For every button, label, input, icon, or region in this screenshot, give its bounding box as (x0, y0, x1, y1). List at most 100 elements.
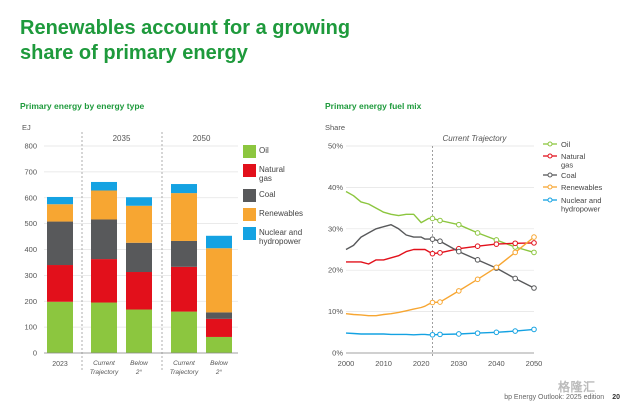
line-series-history (345, 332, 433, 336)
line-legend-label: Nuclear and (561, 196, 601, 205)
bar-legend-label: Oil (259, 146, 269, 155)
bar-legend-label: Coal (259, 190, 276, 199)
bar-legend-label: Renewables (259, 209, 303, 218)
line-marker (474, 230, 481, 236)
line-marker (493, 264, 500, 271)
bar-y-tick-label: 500 (24, 219, 37, 228)
line-legend-label: hydropower (561, 205, 601, 214)
line-y-tick-label: 20% (328, 266, 343, 275)
line-legend-label: Coal (561, 171, 577, 180)
bar-group-label: 2035 (113, 134, 131, 143)
bar-legend-swatch (243, 208, 256, 221)
bar-segment (171, 184, 197, 194)
bar-segment (91, 190, 117, 220)
line-marker (437, 217, 443, 224)
line-marker (493, 241, 500, 247)
bar-chart-title: Primary energy by energy type (20, 101, 145, 111)
line-marker (456, 331, 462, 337)
bar-legend-label: gas (259, 174, 272, 183)
bar-segment (171, 266, 197, 312)
bar-segment (91, 259, 117, 303)
bar-y-tick-label: 300 (24, 271, 37, 280)
bar-segment (47, 196, 73, 205)
bar-category-label: Below (130, 360, 149, 367)
bar-legend-swatch (243, 145, 256, 158)
line-x-tick-label: 2030 (450, 359, 467, 368)
bar-category-label: Trajectory (170, 369, 199, 376)
bar-category-label: 2° (135, 368, 143, 376)
bar-legend-swatch (243, 189, 256, 202)
line-series-projection (432, 217, 535, 254)
bar-category-label: Below (210, 360, 229, 367)
bar-segment (126, 309, 152, 353)
page-number: 20 (612, 394, 620, 401)
bar-segment (206, 336, 232, 353)
line-marker (437, 238, 443, 245)
projection-annotation: Current Trajectory (442, 134, 507, 143)
bar-segment (47, 204, 73, 222)
line-legend-label: Oil (561, 140, 571, 149)
bar-segment (126, 197, 152, 206)
line-marker (474, 243, 481, 249)
bar-y-tick-label: 400 (24, 245, 37, 254)
line-series-projection (432, 238, 535, 289)
line-x-tick-label: 2050 (526, 359, 543, 368)
line-marker (474, 257, 481, 263)
line-marker (429, 236, 436, 242)
line-marker (437, 299, 443, 305)
line-x-tick-label: 2020 (413, 359, 430, 368)
bar-segment (126, 205, 152, 243)
line-legend-marker (547, 172, 553, 178)
line-legend-label: Renewables (561, 183, 603, 192)
line-marker (429, 215, 436, 222)
line-legend-marker (547, 153, 553, 159)
bar-y-tick-label: 100 (24, 323, 37, 332)
line-y-tick-label: 30% (328, 224, 343, 233)
line-legend-label: gas (561, 161, 573, 170)
bar-category-label: Trajectory (90, 369, 119, 376)
bar-segment (171, 193, 197, 241)
line-x-tick-label: 2000 (338, 359, 355, 368)
bar-category-label: 2° (215, 368, 223, 376)
line-marker (474, 330, 481, 336)
footer-text: bp Energy Outlook: 2025 edition (504, 394, 605, 401)
line-marker (512, 275, 519, 282)
bar-segment (206, 318, 232, 337)
page-title: Renewables account for a growing share o… (20, 16, 400, 66)
line-series-projection (432, 328, 535, 336)
line-legend-marker (547, 184, 553, 190)
line-marker (474, 276, 481, 283)
line-marker (531, 234, 537, 240)
bar-segment (126, 272, 152, 310)
line-y-tick-label: 0% (332, 349, 343, 358)
bar-category-label: Current (173, 360, 196, 367)
line-marker (531, 240, 537, 246)
line-series-history (345, 301, 433, 317)
bar-y-tick-label: 700 (24, 167, 37, 176)
bar-segment (171, 311, 197, 353)
line-marker (437, 331, 443, 338)
line-y-tick-label: 10% (328, 307, 343, 316)
bar-legend-label: hydropower (259, 237, 301, 246)
bar-segment (206, 312, 232, 319)
line-x-tick-label: 2010 (375, 359, 392, 368)
bar-legend-label: Natural (259, 165, 285, 174)
line-chart-title: Primary energy fuel mix (325, 101, 422, 111)
footer: bp Energy Outlook: 2025 edition 20 (504, 394, 620, 401)
line-series-history (345, 190, 433, 224)
bar-segment (126, 242, 152, 273)
line-series-history (346, 248, 433, 265)
bar-segment (47, 265, 73, 302)
line-marker (429, 331, 436, 338)
line-marker (512, 249, 519, 256)
line-x-tick-label: 2040 (488, 359, 505, 368)
bar-y-tick-label: 200 (24, 297, 37, 306)
bar-legend-swatch (243, 164, 256, 177)
line-marker (437, 250, 443, 256)
title-line-1: Renewables account for a growing (20, 17, 351, 39)
line-series-projection (432, 236, 535, 304)
line-marker (493, 329, 500, 336)
bar-segment (206, 248, 232, 313)
bar-category-label: Current (93, 360, 116, 367)
